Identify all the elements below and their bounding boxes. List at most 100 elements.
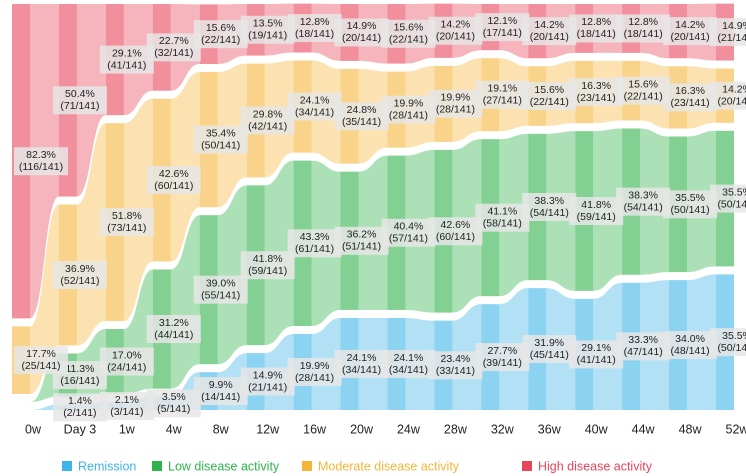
value-label: 16.3% [581,80,611,92]
value-label: 14.2% [722,83,746,95]
value-label: 39.0% [206,277,236,289]
count-label: (19/141) [248,30,287,42]
value-label: 82.3% [26,149,56,161]
value-label: 38.3% [534,195,564,207]
count-label: (23/141) [671,97,710,109]
label-bg [287,229,342,258]
value-label: 36.9% [65,263,95,275]
label-bg [287,92,342,121]
count-label: (73/141) [107,222,146,234]
x-tick-label: 8w [213,422,230,436]
label-bg [475,80,530,109]
count-label: (44/141) [154,329,193,341]
value-label: 15.6% [534,84,564,96]
count-label: (22/141) [530,96,569,108]
label-bg [616,76,671,105]
legend-swatch [152,461,162,471]
label-bg [52,393,107,422]
count-label: (28/141) [436,104,475,116]
count-label: (17/141) [483,27,522,39]
x-tick-label: 4w [166,422,183,436]
flow [170,215,200,389]
label-bg [663,190,718,219]
count-label: (34/141) [295,106,334,118]
count-label: (71/141) [60,100,99,112]
x-tick-label: 36w [538,422,562,436]
value-label: 24.1% [347,352,377,364]
count-label: (54/141) [530,207,569,219]
label-bg [428,217,483,246]
label-bg [428,351,483,380]
count-label: (22/141) [624,90,663,102]
count-label: (39/141) [483,357,522,369]
count-label: (47/141) [624,346,663,358]
value-label: 15.6% [394,22,424,34]
value-label: 33.3% [628,334,658,346]
value-label: 38.3% [628,189,658,201]
count-label: (59/141) [577,211,616,223]
count-label: (57/141) [389,233,428,245]
value-label: 14.2% [534,19,564,31]
label-bg [522,17,577,46]
value-label: 19.9% [300,360,330,372]
value-label: 2.1% [115,394,139,406]
count-label: (60/141) [154,180,193,192]
count-label: (54/141) [624,201,663,213]
count-label: (35/141) [342,116,381,128]
x-tick-label: 52w [726,422,746,436]
count-label: (50/141) [717,198,746,210]
value-label: 50.4% [65,88,95,100]
count-label: (18/141) [624,28,663,40]
label-bg [240,106,295,135]
count-label: (50/141) [201,139,240,151]
value-label: 35.5% [722,186,746,198]
value-label: 15.6% [206,22,236,34]
label-bg [146,315,201,344]
value-label: 35.5% [675,192,705,204]
label-bg [287,14,342,43]
value-label: 24.8% [347,104,377,116]
x-tick-label: 24w [397,422,421,436]
value-label: 41.1% [487,205,517,217]
x-tick-label: 48w [679,422,703,436]
x-tick-label: 40w [585,422,609,436]
label-bg [52,86,107,115]
label-bg [146,166,201,195]
label-bg [710,18,746,47]
count-label: (59/141) [248,265,287,277]
label-bg [240,251,295,280]
label-bg [710,184,746,213]
count-label: (52/141) [60,275,99,287]
count-label: (18/141) [577,28,616,40]
label-bg [569,340,624,369]
label-bg [663,83,718,112]
value-label: 12.8% [581,16,611,28]
value-label: 19.1% [487,82,517,94]
label-bg [99,347,154,376]
value-label: 40.4% [394,221,424,233]
count-label: (20/141) [436,31,475,43]
count-label: (33/141) [436,365,475,377]
label-bg [616,332,671,361]
count-label: (55/141) [201,289,240,301]
value-label: 23.4% [441,353,471,365]
value-label: 24.1% [394,352,424,364]
value-label: 12.1% [487,15,517,27]
value-label: 17.0% [112,349,142,361]
value-label: 14.2% [441,19,471,31]
value-label: 13.5% [253,18,283,30]
count-label: (41/141) [107,59,146,71]
label-bg [475,343,530,372]
count-label: (116/141) [19,161,63,173]
value-label: 31.9% [534,337,564,349]
x-tick-label: 44w [632,422,656,436]
count-label: (14/141) [201,391,240,403]
count-label: (23/141) [577,92,616,104]
value-label: 12.8% [628,16,658,28]
count-label: (3/141) [110,406,143,418]
value-label: 17.7% [26,348,56,360]
label-bg [99,391,154,420]
flow [217,185,247,365]
legend-swatch [522,461,532,471]
x-tick-label: Day 3 [64,422,97,436]
